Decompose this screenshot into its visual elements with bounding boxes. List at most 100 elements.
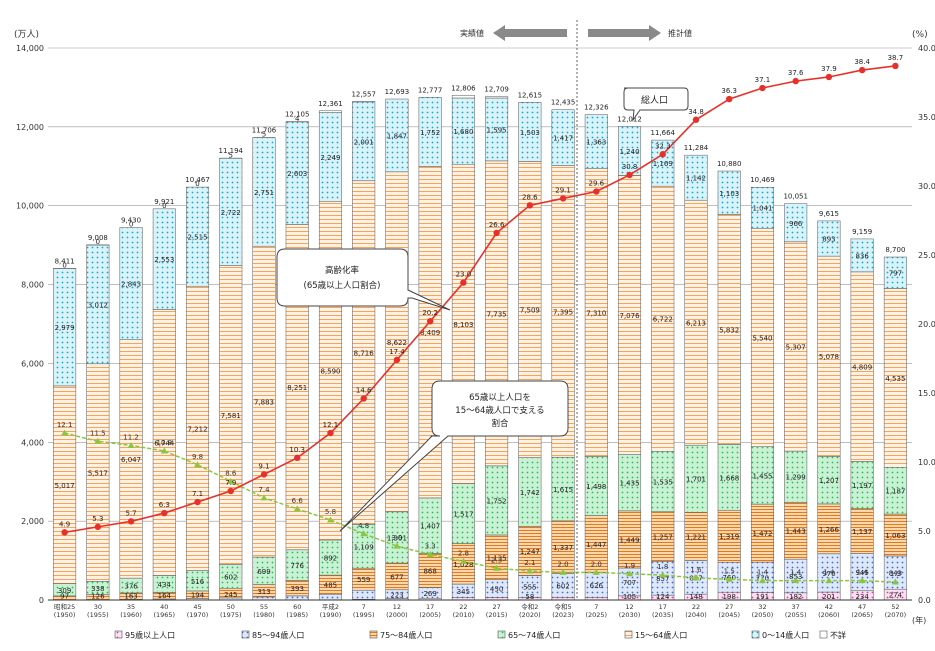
segment-value-label: 1,041 (752, 205, 772, 213)
aging-rate-point (426, 318, 434, 325)
bar-segment-c0_14 (883, 256, 907, 289)
segment-value-label: 5,540 (752, 334, 772, 342)
bar-segment-c0_14 (750, 186, 774, 229)
x-tick-era: 令和5 (555, 602, 572, 611)
support-ratio-label: 10.8 (157, 439, 173, 447)
support-ratio-label: 1.4 (790, 569, 802, 577)
total-value-label: 12,806 (451, 84, 476, 92)
segment-value-label: 7,076 (620, 312, 641, 320)
x-tick-year: (2015) (486, 611, 508, 619)
bar-segment-c0_14 (584, 114, 608, 169)
segment-value-label: 857 (656, 575, 669, 583)
aging-rate-point (194, 498, 201, 506)
total-value-label: 12,105 (285, 111, 310, 119)
legend: 95歳以上人口 85～94歳人口 75～84歳人口 65～74歳人口 15～64歳人口 0… (114, 630, 846, 640)
support-ratio-point (459, 557, 467, 564)
segment-value-label: 677 (390, 573, 403, 581)
segment-value-label: 1,063 (885, 532, 905, 540)
total-value-label: 12,361 (318, 100, 343, 108)
support-ratio-label: 1.4 (823, 569, 835, 577)
segment-value-label: 1,207 (819, 477, 839, 485)
segment-value-label: 8,409 (420, 329, 440, 337)
estimate-arrow (588, 25, 661, 41)
support-ratio-point (293, 505, 301, 512)
y-left-tick: 10,000 (16, 202, 44, 211)
x-tick-year: (1975) (220, 611, 242, 619)
aging-rate-label: 5.7 (126, 509, 137, 517)
support-callout-line3: 割合 (491, 418, 509, 429)
segment-value-label: 1,407 (420, 523, 440, 531)
x-tick-year: (2000) (386, 611, 408, 619)
segment-value-label: 163 (124, 592, 137, 600)
segment-value-label: 1,503 (520, 129, 540, 137)
x-tick-era: 27 (725, 603, 733, 611)
segment-value-label: 1,435 (620, 480, 640, 488)
segment-value-label: 7,735 (487, 310, 507, 318)
segment-value-label: 868 (423, 568, 436, 576)
aging-rate-label: 7.1 (192, 490, 203, 498)
total-value-label: 11,664 (651, 129, 676, 137)
support-ratio-point (194, 461, 202, 468)
support-ratio-point (858, 577, 866, 584)
x-tick-year: (2065) (851, 611, 873, 619)
support-ratio-label: 11.5 (90, 429, 106, 437)
segment-value-label: 376 (124, 583, 138, 591)
segment-value-label: 2,553 (154, 256, 174, 264)
segment-value-label: 8,103 (453, 321, 473, 329)
segment-value-label: 105 (623, 593, 636, 601)
segment-value-label: 699 (257, 568, 270, 576)
bar-segment-c85_94 (318, 593, 342, 600)
estimate-label: 推計値 (668, 28, 692, 38)
legend-label: 85～94歳人口 (252, 630, 304, 640)
x-tick-year: (2030) (619, 611, 641, 619)
y-right-tick: 30.0 (918, 182, 935, 191)
y-right-tick: 15.0 (918, 389, 935, 398)
segment-value-label: 1,472 (752, 530, 772, 538)
support-ratio-point (227, 477, 235, 484)
segment-value-label: 516 (191, 578, 205, 586)
x-tick-year: (2005) (419, 611, 441, 619)
segment-value-label: 1,752 (420, 129, 440, 137)
support-ratio-point (659, 571, 667, 578)
y-right-tick: 25.0 (918, 251, 935, 260)
segment-value-label: 97 (60, 593, 69, 601)
x-tick-era: 27 (492, 603, 500, 611)
bar-segment-unknown (318, 110, 342, 113)
segment-value-label: 1,337 (553, 544, 573, 552)
segment-value-label: 201 (822, 593, 835, 601)
x-tick-era: 12 (393, 603, 401, 611)
segment-value-label: 893 (822, 235, 835, 243)
support-ratio-label: 4.8 (358, 522, 369, 530)
aging-rate-label: 20.2 (422, 309, 438, 317)
total-value-label: 10,051 (783, 193, 808, 201)
segment-value-label: 5 (262, 131, 266, 139)
support-ratio-point (692, 574, 700, 581)
segment-value-label: 338 (91, 585, 104, 593)
aging-rate-point (493, 229, 500, 237)
legend-swatch-unknown (819, 630, 828, 639)
legend-label: 65～74歳人口 (508, 630, 560, 640)
support-ratio-label: 1.9 (624, 562, 635, 570)
aging-rate-label: 37.9 (821, 65, 837, 73)
actual-label: 実績値 (460, 28, 484, 38)
aging-rate-point (559, 195, 567, 202)
x-tick-year: (2050) (752, 611, 774, 619)
support-ratio-label: 8.6 (225, 469, 237, 477)
segment-value-label: 126 (91, 593, 105, 601)
support-ratio-label: 12.1 (57, 421, 73, 429)
segment-value-label: 1,137 (852, 528, 872, 536)
bar-segment-c0_14 (850, 238, 874, 273)
bar-segment-c0_14 (385, 98, 409, 173)
segment-value-label: 1,240 (620, 148, 640, 156)
support-ratio-point (426, 550, 434, 557)
segment-value-label: 194 (191, 592, 205, 600)
segment-value-label: 555 (523, 583, 536, 591)
support-ratio-point (326, 516, 334, 523)
x-tick-year: (1995) (353, 611, 375, 619)
support-ratio-point (559, 568, 567, 575)
segment-value-label: 970 (822, 570, 835, 578)
x-tick-era: 22 (692, 603, 700, 611)
total-callout-text: 総人口 (641, 94, 668, 106)
